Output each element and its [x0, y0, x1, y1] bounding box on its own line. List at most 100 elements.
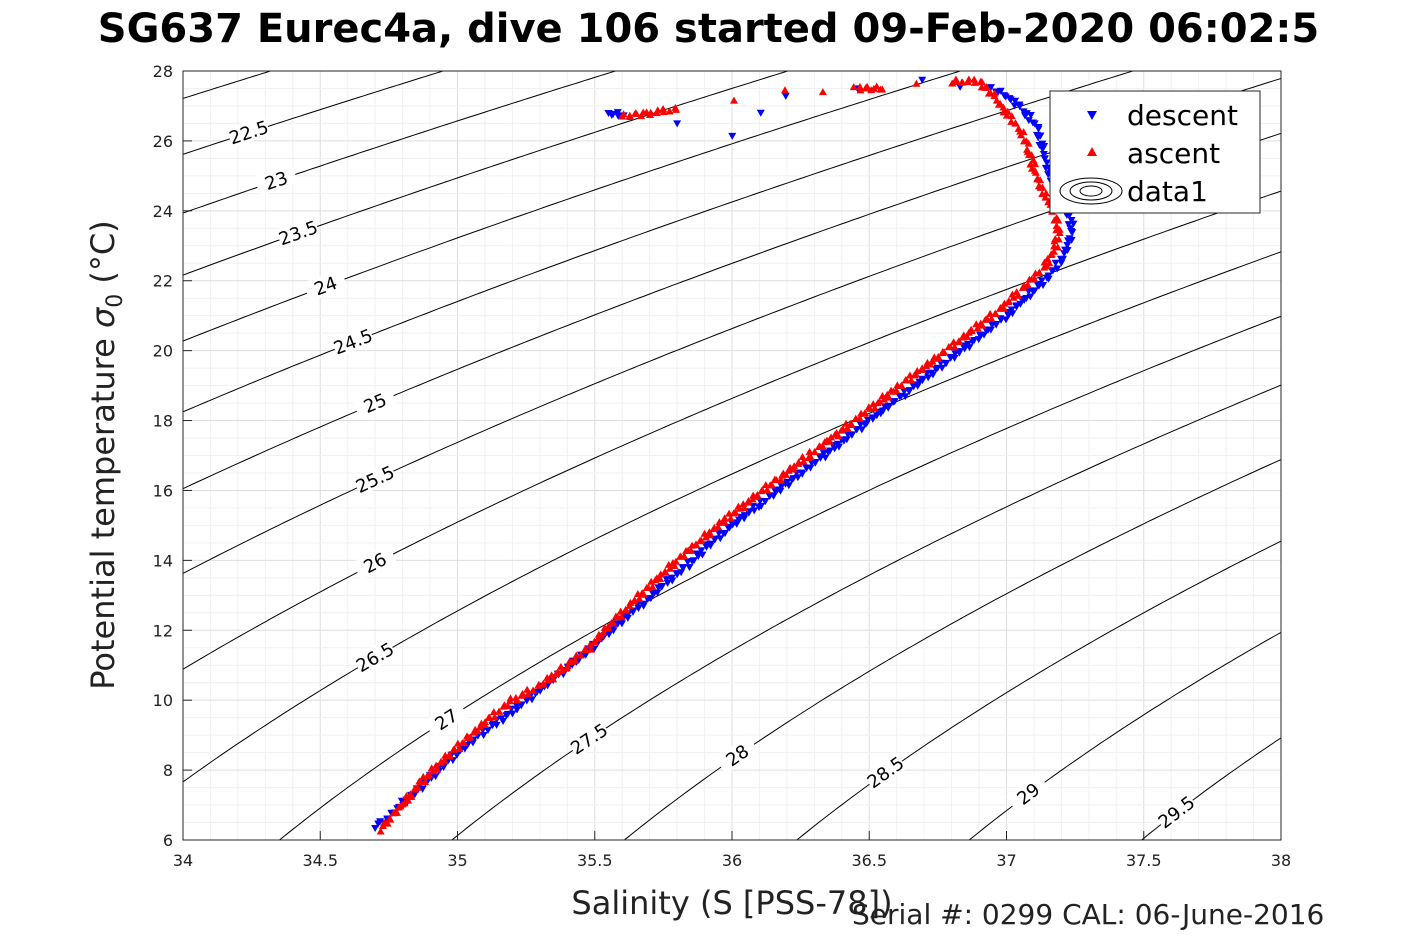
y-axis: 6 8 10 12 14 16 18 20 22 24 26 28: [153, 62, 192, 850]
ascent-point: [1023, 280, 1032, 288]
descent-point: [1030, 120, 1039, 128]
ascent-point: [631, 109, 640, 117]
ascent-point: [529, 686, 538, 694]
ascent-point: [656, 575, 665, 583]
descent-point: [685, 564, 694, 572]
descent-point: [1051, 259, 1060, 267]
descent-point: [502, 712, 511, 720]
ascent-point: [664, 560, 673, 568]
descent-point: [1044, 272, 1053, 280]
ascent-point: [638, 589, 647, 597]
ascent-point: [665, 564, 674, 572]
ascent-point: [1008, 290, 1017, 298]
descent-point: [1038, 140, 1047, 148]
ascent-point: [782, 470, 791, 478]
ascent-point: [837, 426, 846, 434]
ascent-point: [967, 327, 976, 335]
ascent-point: [818, 88, 827, 96]
ascent-point: [705, 528, 714, 536]
ascent-point: [1027, 164, 1036, 172]
ascent-point: [585, 641, 594, 649]
ascent-point: [940, 348, 949, 356]
descent-point: [1037, 277, 1046, 285]
ascent-point: [590, 638, 599, 646]
descent-point: [941, 359, 950, 367]
ascent-point: [897, 381, 906, 389]
ascent-point: [763, 486, 772, 494]
ascent-point: [825, 437, 834, 445]
descent-point: [986, 326, 995, 334]
ascent-point: [466, 733, 475, 741]
ascent-point: [558, 666, 567, 674]
ascent-point: [1055, 225, 1064, 233]
ascent-point: [1051, 234, 1060, 242]
ascent-point: [1011, 119, 1020, 127]
ascent-point: [436, 759, 445, 767]
descent-point: [901, 393, 910, 401]
ascent-point: [511, 693, 520, 701]
contour-line: [278, 315, 1281, 840]
descent-point: [716, 535, 725, 543]
ascent-point: [1038, 190, 1047, 198]
y-tick-label: 10: [153, 691, 173, 710]
ascent-point: [393, 808, 402, 816]
descent-point: [698, 551, 707, 559]
ascent-point: [770, 475, 779, 483]
descent-point: [1065, 235, 1074, 243]
ascent-point: [827, 433, 836, 441]
descent-point: [955, 349, 964, 357]
descent-point: [963, 340, 972, 348]
ascent-point: [1014, 124, 1023, 132]
descent-point: [1041, 164, 1050, 172]
ascent-point: [383, 819, 392, 827]
ascent-point: [549, 675, 558, 683]
descent-point: [719, 529, 728, 537]
descent-point: [811, 459, 820, 467]
ascent-point: [720, 514, 729, 522]
descent-point: [614, 112, 623, 120]
ascent-point: [607, 618, 616, 626]
ascent-series: [376, 75, 1064, 835]
descent-point: [418, 785, 427, 793]
descent-point: [750, 507, 759, 515]
descent-point: [1011, 97, 1020, 105]
contour-line: [183, 71, 273, 99]
descent-point: [1000, 92, 1009, 100]
ascent-point: [433, 765, 442, 773]
ascent-point: [660, 568, 669, 576]
ascent-point: [810, 448, 819, 456]
descent-point: [468, 739, 477, 747]
ascent-point: [473, 727, 482, 735]
ascent-point: [944, 342, 953, 350]
descent-point: [1040, 155, 1049, 163]
x-tick-label: 38: [1271, 851, 1291, 870]
legend: descent ascent data1: [1049, 90, 1261, 214]
ascent-point: [538, 680, 547, 688]
descent-point: [783, 478, 792, 486]
ascent-point: [818, 442, 827, 450]
descent-point: [628, 608, 637, 616]
descent-point: [797, 469, 806, 477]
descent-point: [697, 547, 706, 555]
ascent-point: [1045, 259, 1054, 267]
ascent-point: [455, 745, 464, 753]
legend-ascent-marker: [1087, 147, 1097, 156]
descent-point: [824, 449, 833, 457]
ascent-point: [799, 457, 808, 465]
ascent-point: [523, 685, 532, 693]
ascent-point: [999, 103, 1008, 111]
descent-point: [1016, 300, 1025, 308]
descent-point: [777, 483, 786, 491]
descent-point: [927, 369, 936, 377]
y-tick-label: 12: [153, 621, 173, 640]
y-tick-label: 26: [153, 132, 173, 151]
ascent-point: [1052, 213, 1061, 221]
descent-point: [769, 492, 778, 500]
descent-point: [639, 600, 648, 608]
ascent-point: [1027, 151, 1036, 159]
ascent-point: [1007, 117, 1016, 125]
y-tick-label: 22: [153, 272, 173, 291]
descent-point: [740, 515, 749, 523]
descent-point: [1047, 267, 1056, 275]
ascent-point: [1053, 243, 1062, 251]
